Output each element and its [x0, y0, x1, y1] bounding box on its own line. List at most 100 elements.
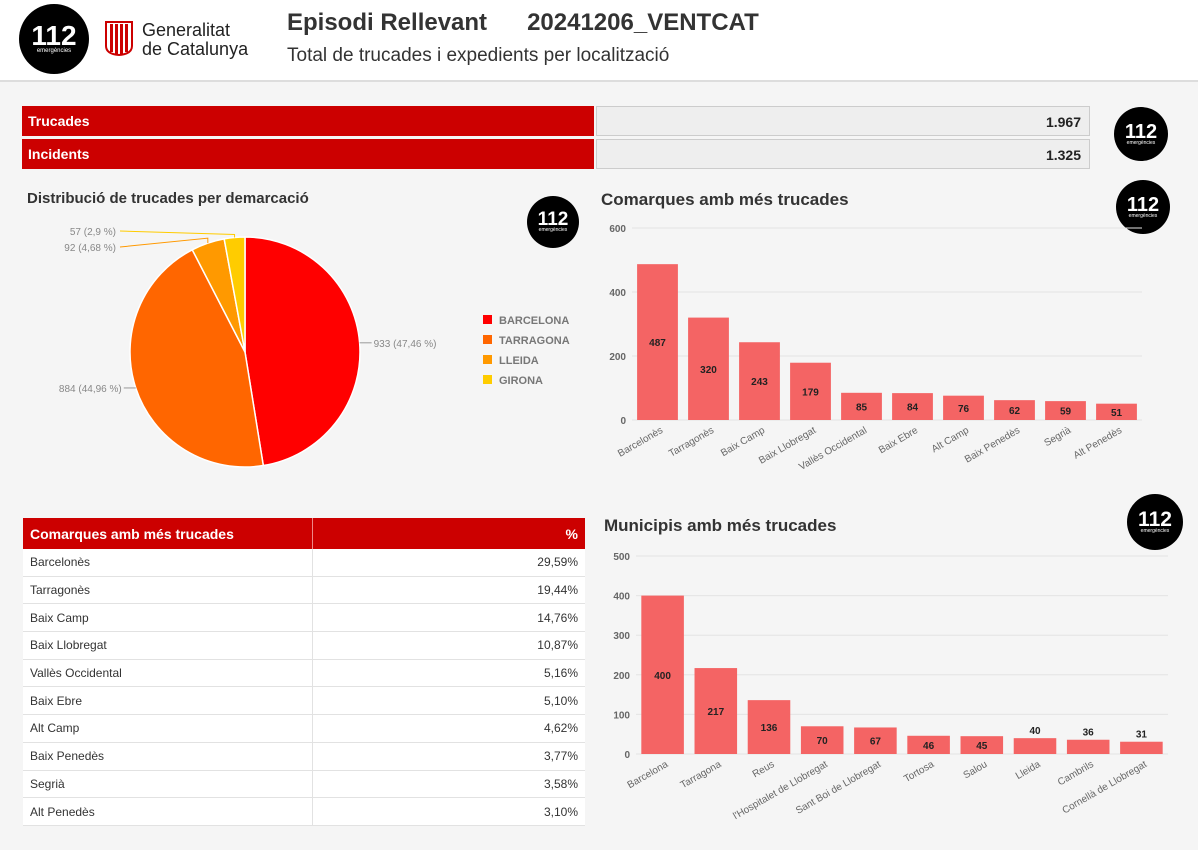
x-tick-label: Segrià — [1042, 425, 1073, 449]
page-title: Episodi Rellevant 20241206_VENTCAT — [287, 9, 759, 37]
logo-112-municipis-subtext: emergències — [1140, 528, 1170, 534]
bar-data-label: 76 — [958, 404, 970, 415]
gov-line2: de Catalunya — [142, 39, 249, 59]
bar — [1096, 403, 1137, 420]
table-cell-name: Baix Camp — [23, 603, 313, 633]
table-row: Baix Camp 14,76% — [23, 603, 585, 633]
bar-data-label: 85 — [856, 402, 868, 413]
bar-data-label: 67 — [870, 737, 882, 748]
bar — [1066, 739, 1110, 754]
table-header-pct: % — [312, 518, 585, 549]
bar — [641, 595, 684, 754]
bar-data-label: 320 — [700, 365, 717, 376]
x-tick-label: Reus — [751, 759, 777, 780]
y-tick-label: 0 — [624, 750, 630, 761]
x-tick-label: Salou — [962, 759, 990, 781]
table-cell-pct: 5,10% — [312, 686, 585, 716]
logo-112-subtext: emergències — [36, 48, 72, 54]
legend-swatch — [483, 355, 492, 364]
episode-title: Episodi Rellevant — [287, 9, 488, 36]
episode-code: 20241206_VENTCAT — [527, 9, 759, 36]
bar-data-label: 84 — [907, 403, 919, 414]
y-tick-label: 400 — [613, 592, 630, 603]
bar-data-label: 59 — [1060, 407, 1072, 418]
x-tick-label: Lleida — [1014, 759, 1043, 782]
kpi-trucades-value: 1.967 — [596, 106, 1090, 136]
bar — [960, 736, 1004, 754]
table-header-name: Comarques amb més trucades — [23, 518, 313, 549]
table-cell-pct: 29,59% — [312, 549, 585, 577]
table-cell-name: Barcelonès — [23, 549, 313, 577]
bar — [943, 395, 984, 420]
table-cell-pct: 3,58% — [312, 770, 585, 799]
kpi-trucades-label: Trucades — [22, 106, 594, 136]
y-tick-label: 100 — [613, 710, 630, 721]
pie-slice-barcelona — [244, 236, 361, 467]
table-row: Baix Ebre 5,10% — [23, 686, 585, 716]
table-row: Baix Penedès 3,77% — [23, 742, 585, 771]
table-cell-name: Baix Llobregat — [23, 631, 313, 660]
municipis-bar-chart: 0 100 200 300 400 500 400 Barcelona 217 Tarragona… — [613, 552, 1168, 822]
logo-112-municipis: 112 emergències — [1127, 494, 1183, 550]
bar-data-label: 243 — [751, 377, 768, 388]
legend-label: LLEIDA — [499, 355, 539, 367]
table-row: Barcelonès 29,59% — [23, 549, 585, 577]
legend-label: TARRAGONA — [499, 335, 570, 347]
bar-data-label: 46 — [923, 741, 935, 752]
legend-swatch — [483, 315, 492, 324]
table-cell-pct: 5,16% — [312, 659, 585, 688]
bar — [1013, 738, 1057, 754]
y-tick-label: 0 — [620, 416, 626, 427]
table-cell-name: Alt Camp — [23, 714, 313, 743]
table-cell-name: Tarragonès — [23, 576, 313, 605]
logo-112-comarques-subtext: emergències — [1128, 213, 1158, 219]
logo-112-comarques-number: 112 — [1126, 194, 1160, 216]
table-cell-name: Alt Penedès — [23, 797, 313, 826]
pie-data-label: 884 (44,96 %) — [59, 384, 122, 395]
y-tick-label: 400 — [609, 288, 626, 299]
bar — [790, 362, 831, 420]
table-cell-pct: 14,76% — [312, 603, 585, 633]
bar — [892, 393, 933, 420]
table-header-row: Comarques amb més trucades % — [23, 518, 585, 549]
pie-leader-line — [119, 237, 209, 248]
logo-112-kpi: 112 emergències — [1114, 107, 1168, 161]
table-cell-pct: 4,62% — [312, 714, 585, 743]
logo-112-number: 112 — [31, 20, 77, 51]
table-cell-name: Vallès Occidental — [23, 659, 313, 688]
table-row: Tarragonès 19,44% — [23, 576, 585, 605]
bar-data-label: 217 — [707, 707, 724, 718]
bar — [1120, 741, 1163, 754]
pie-leader-line — [119, 230, 236, 238]
bar-data-label: 62 — [1009, 406, 1021, 417]
pie-data-label: 92 (4,68 %) — [64, 243, 116, 254]
pie-slice-tarragona — [129, 248, 265, 468]
comarques-bar-chart: 0 200 400 600 487 Barcelonès 320 Tarragonès 243 B… — [609, 224, 1142, 473]
table-row: Vallès Occidental 5,16% — [23, 659, 585, 688]
y-tick-label: 600 — [609, 224, 626, 235]
table-cell-pct: 19,44% — [312, 576, 585, 605]
y-tick-label: 200 — [613, 671, 630, 682]
bar — [800, 726, 844, 754]
bar — [747, 700, 791, 754]
kpi-incidents-label: Incidents — [22, 139, 594, 169]
logo-112-comarques: 112 emergències — [1116, 180, 1170, 234]
bar — [637, 264, 678, 420]
bar-data-label: 136 — [761, 723, 778, 734]
x-tick-label: Tarragonès — [667, 425, 716, 460]
bar — [688, 317, 729, 420]
kpi-incidents-value: 1.325 — [596, 139, 1090, 169]
x-tick-label: Tortosa — [902, 759, 936, 785]
bar-data-label: 51 — [1111, 408, 1123, 419]
logo-112-municipis-number: 112 — [1138, 508, 1172, 531]
bar — [1045, 401, 1086, 420]
x-tick-label: Barcelona — [626, 759, 671, 791]
y-tick-label: 300 — [613, 631, 630, 642]
pie-chart-title: Distribució de trucades per demarcació — [27, 190, 309, 207]
legend-swatch — [483, 375, 492, 384]
table-body: Barcelonès 29,59% Tarragonès 19,44% Baix Cam… — [23, 549, 585, 826]
pie-data-label: 933 (47,46 %) — [374, 339, 437, 350]
bar-data-label: 31 — [1136, 730, 1148, 741]
logo-112: 112 emergències — [19, 4, 89, 74]
legend-swatch — [483, 335, 492, 344]
